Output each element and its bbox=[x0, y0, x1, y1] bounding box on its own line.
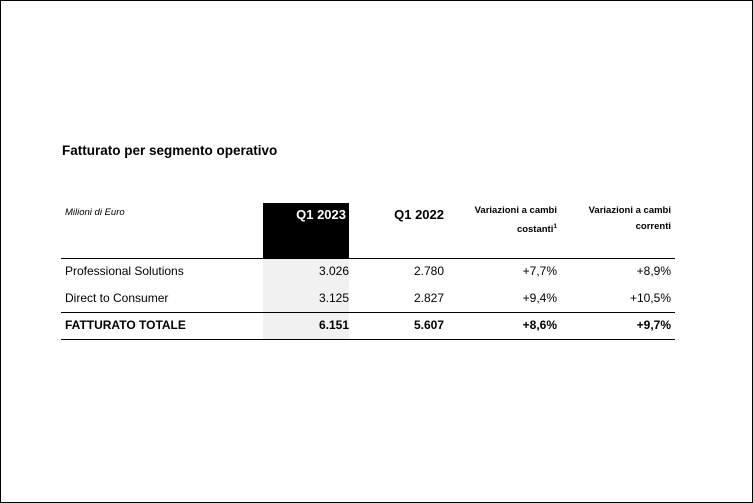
total-rule-bottom bbox=[61, 339, 675, 340]
cell-variation-constant: +9,4% bbox=[522, 291, 557, 305]
cell-variation-current: +10,5% bbox=[629, 291, 671, 305]
header-variation-constant: Variazioni a cambi costanti1 bbox=[457, 203, 557, 238]
table-title: Fatturato per segmento operativo bbox=[62, 143, 278, 158]
row-label: Professional Solutions bbox=[65, 264, 184, 278]
header-variation-current: Variazioni a cambi correnti bbox=[571, 203, 671, 235]
header-rule bbox=[61, 258, 675, 259]
cell-variation-current: +9,7% bbox=[636, 318, 671, 332]
table-row: Direct to Consumer 3.125 2.827 +9,4% +10… bbox=[61, 286, 675, 312]
header-q1-2023: Q1 2023 bbox=[296, 207, 346, 222]
cell-q1-2022: 5.607 bbox=[413, 318, 444, 332]
cell-q1-2023: 3.125 bbox=[318, 291, 349, 305]
unit-label: Milioni di Euro bbox=[65, 207, 125, 218]
cell-q1-2023: 3.026 bbox=[318, 264, 349, 278]
cell-variation-constant: +8,6% bbox=[522, 318, 557, 332]
table-row: Professional Solutions 3.026 2.780 +7,7%… bbox=[61, 259, 675, 285]
cell-q1-2022: 2.827 bbox=[413, 291, 444, 305]
row-label: FATTURATO TOTALE bbox=[65, 318, 186, 332]
highlight-column-header-background bbox=[263, 203, 349, 259]
footnote-marker: 1 bbox=[553, 223, 557, 230]
header-variation-constant-text: costanti bbox=[516, 224, 554, 235]
header-variation-constant-line2: costanti1 bbox=[457, 219, 557, 238]
cell-q1-2022: 2.780 bbox=[413, 264, 444, 278]
total-rule-top bbox=[61, 312, 675, 313]
cell-variation-current: +8,9% bbox=[636, 264, 671, 278]
header-variation-current-line1: Variazioni a cambi bbox=[588, 205, 671, 216]
header-variation-current-line2: correnti bbox=[635, 221, 671, 232]
cell-q1-2023: 6.151 bbox=[318, 318, 349, 332]
cell-variation-constant: +7,7% bbox=[522, 264, 557, 278]
header-q1-2022: Q1 2022 bbox=[394, 207, 444, 222]
row-label: Direct to Consumer bbox=[65, 291, 169, 305]
table-row-total: FATTURATO TOTALE 6.151 5.607 +8,6% +9,7% bbox=[61, 313, 675, 339]
header-variation-constant-line1: Variazioni a cambi bbox=[474, 205, 557, 216]
